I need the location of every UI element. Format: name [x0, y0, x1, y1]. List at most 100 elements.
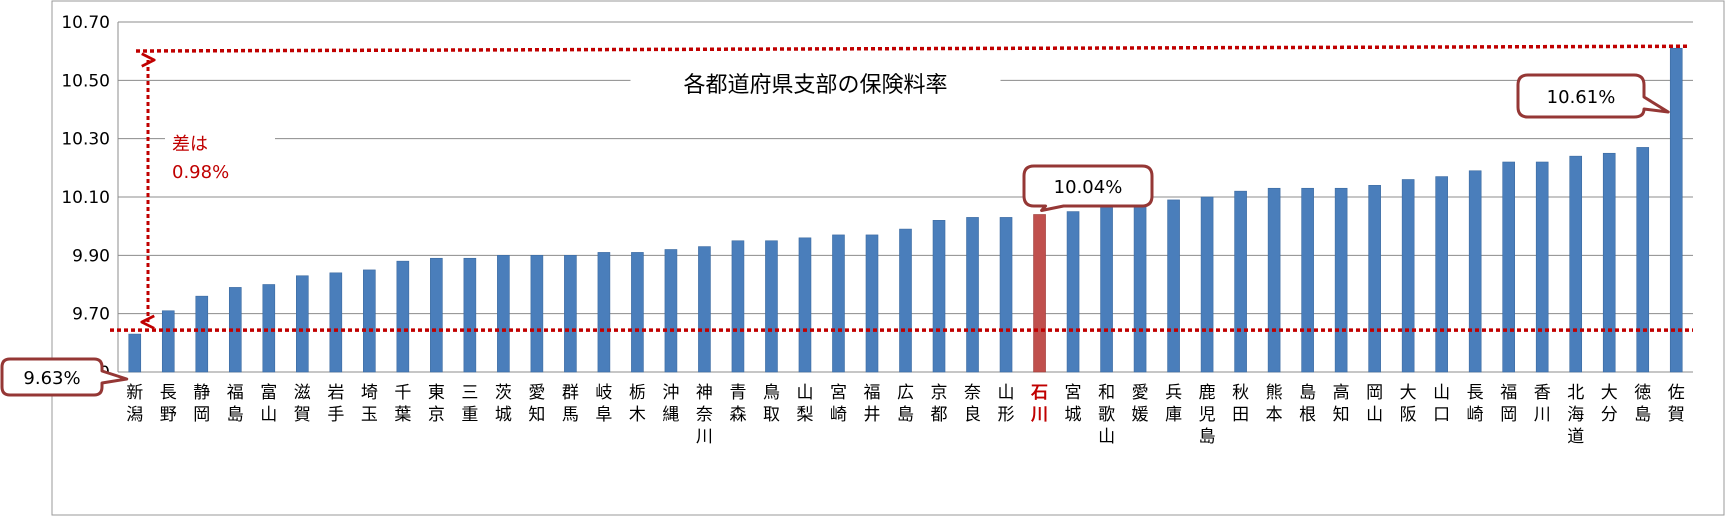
bar-青森 [731, 240, 745, 373]
x-tick-char: 鹿 [1199, 383, 1216, 403]
x-tick-char: 森 [729, 405, 746, 425]
x-tick-label-神奈川: 神奈川 [696, 383, 713, 447]
bar-滋賀 [296, 275, 309, 373]
bar-東京 [430, 257, 443, 373]
x-tick-char: 大 [1601, 383, 1618, 403]
x-tick-char: 埼 [361, 383, 378, 403]
bar-京都 [932, 220, 946, 373]
x-tick-char: 岡 [193, 405, 210, 425]
x-tick-label-兵庫: 兵庫 [1165, 383, 1182, 425]
x-tick-char: 福 [1500, 383, 1517, 403]
max-callout-shape [1516, 73, 1670, 119]
x-tick-char: 児 [1199, 405, 1216, 425]
x-tick-label-北海道: 北海道 [1567, 383, 1584, 447]
x-tick-char: 梨 [796, 405, 813, 425]
x-tick-char: 富 [260, 383, 277, 403]
x-tick-label-岩手: 岩手 [327, 383, 344, 425]
x-tick-label-鹿児島: 鹿児島 [1199, 383, 1216, 447]
x-tick-char: 神 [696, 383, 713, 403]
bar-富山 [262, 284, 276, 373]
x-tick-char: 愛 [1132, 383, 1149, 403]
x-tick-char: 崎 [1467, 405, 1484, 425]
x-tick-label-長野: 長野 [160, 383, 177, 425]
bar-岩手 [329, 272, 343, 373]
x-tick-label-奈良: 奈良 [964, 383, 981, 425]
x-tick-char: 山 [1098, 427, 1115, 447]
bar-鹿児島 [1200, 196, 1214, 373]
x-tick-label-滋賀: 滋賀 [294, 383, 311, 425]
bar-新潟 [128, 333, 142, 373]
bar-和歌山 [1100, 202, 1113, 373]
x-tick-label-栃木: 栃木 [629, 383, 646, 425]
x-tick-char: 鳥 [763, 383, 780, 403]
x-tick-char: 縄 [662, 405, 679, 425]
x-tick-char: 都 [931, 405, 948, 425]
chart-title: 各都道府県支部の保険料率 [683, 73, 947, 98]
bar-三重 [463, 257, 477, 373]
min-callout-text: 9.63% [23, 368, 80, 389]
x-tick-label-静岡: 静岡 [193, 383, 210, 425]
x-tick-char: 愛 [528, 383, 545, 403]
y-tick-label: 9.90 [72, 246, 110, 266]
bar-群馬 [564, 255, 577, 373]
x-tick-char: 福 [227, 383, 244, 403]
bar-山梨 [798, 237, 812, 373]
bar-香川 [1535, 161, 1549, 373]
bar-長野 [161, 310, 175, 373]
x-tick-char: 岩 [327, 383, 344, 403]
bar-北海道 [1569, 155, 1583, 373]
x-tick-char: 川 [1534, 405, 1551, 425]
bar-静岡 [195, 295, 209, 373]
x-tick-char: 庫 [1165, 405, 1182, 425]
x-tick-char: 長 [160, 383, 177, 403]
x-tick-char: 岡 [1366, 383, 1383, 403]
bar-愛知 [530, 255, 544, 373]
x-tick-label-福島: 福島 [227, 383, 244, 425]
x-tick-label-千葉: 千葉 [394, 383, 411, 425]
min-callout: 9.63% [0, 357, 129, 397]
bar-広島 [899, 228, 912, 373]
x-tick-label-高知: 高知 [1333, 383, 1350, 425]
x-tick-char: 山 [998, 383, 1015, 403]
x-tick-char: 阪 [1400, 405, 1417, 425]
x-tick-label-香川: 香川 [1534, 383, 1551, 425]
max-callout-text: 10.61% [1547, 87, 1616, 108]
bar-熊本 [1267, 187, 1281, 373]
x-tick-label-富山: 富山 [260, 383, 277, 425]
x-tick-char: 和 [1098, 383, 1115, 403]
x-tick-char: 城 [495, 405, 512, 425]
bar-鳥取 [765, 240, 778, 373]
x-tick-char: 奈 [964, 383, 981, 403]
bar-兵庫 [1167, 199, 1180, 373]
x-tick-label-鳥取: 鳥取 [763, 383, 780, 425]
bar-宮城 [1066, 211, 1080, 373]
x-tick-char: 茨 [495, 383, 512, 403]
x-tick-char: 徳 [1634, 383, 1651, 403]
x-tick-char: 歌 [1098, 405, 1115, 425]
x-tick-char: 岐 [595, 383, 612, 403]
x-tick-char: 山 [796, 383, 813, 403]
bar-徳島 [1636, 147, 1650, 373]
x-tick-char: 馬 [562, 405, 579, 425]
x-tick-label-長崎: 長崎 [1467, 383, 1484, 425]
difference-label-line1: 差は [172, 134, 208, 155]
x-tick-label-宮崎: 宮崎 [830, 383, 847, 425]
bar-福岡 [1502, 161, 1515, 373]
min-callout-shape [0, 357, 129, 397]
x-tick-char: 北 [1567, 383, 1584, 403]
x-tick-char: 石 [1030, 383, 1048, 403]
bar-山口 [1435, 176, 1448, 373]
x-tick-char: 新 [126, 383, 143, 403]
bar-石川 [1033, 214, 1046, 373]
x-tick-char: 崎 [830, 405, 847, 425]
x-tick-char: 野 [160, 405, 177, 425]
difference-label-line2: 0.98% [172, 162, 229, 183]
x-tick-char: 山 [1366, 405, 1383, 425]
x-tick-char: 賀 [1668, 405, 1685, 425]
x-tick-char: 山 [1433, 383, 1450, 403]
bar-山形 [999, 217, 1013, 373]
bar-大分 [1602, 152, 1616, 373]
bar-茨城 [497, 255, 510, 373]
title-background [630, 70, 1001, 100]
